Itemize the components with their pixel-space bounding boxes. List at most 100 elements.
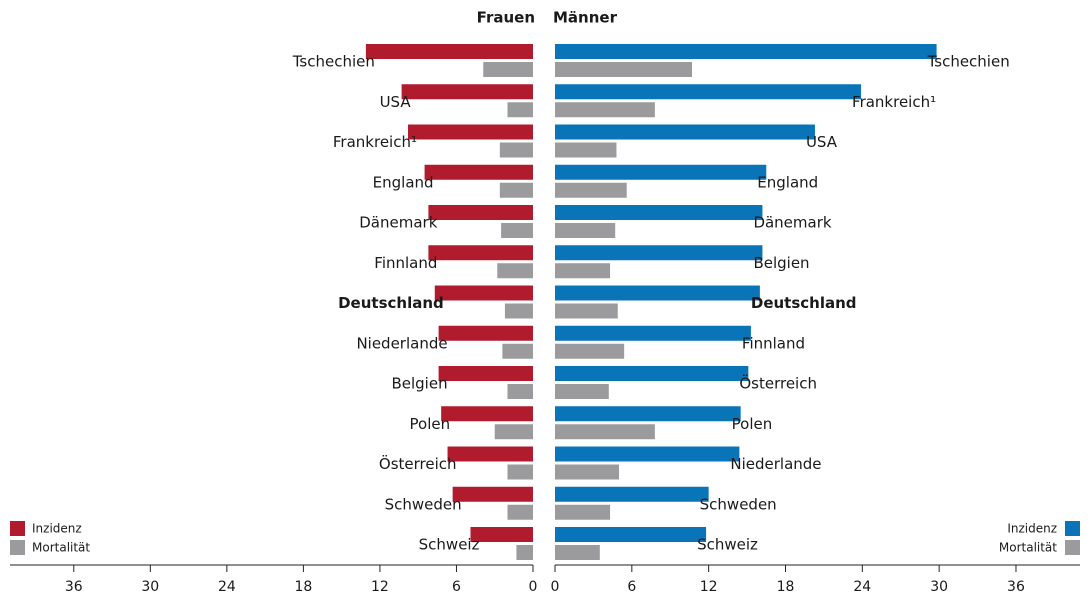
x-tick-label: 30 <box>141 579 159 595</box>
category-label: Frankreich¹ <box>333 133 417 151</box>
x-tick-label: 6 <box>452 579 461 595</box>
category-label: England <box>757 173 818 191</box>
bar <box>507 464 533 480</box>
bar <box>555 384 609 399</box>
x-tick-label: 12 <box>371 579 389 595</box>
bar <box>555 303 618 319</box>
legend-swatch <box>1065 540 1080 555</box>
bar <box>424 164 533 180</box>
bar <box>507 384 533 399</box>
category-label: Tschechien <box>927 53 1010 71</box>
category-label: Frankreich¹ <box>852 93 936 111</box>
bar <box>502 343 533 359</box>
x-tick-label: 36 <box>1007 579 1025 595</box>
bar <box>428 245 533 261</box>
bar <box>555 263 611 279</box>
x-tick-label: 0 <box>529 579 538 595</box>
x-tick-label: 24 <box>853 579 871 595</box>
bar <box>555 182 627 198</box>
bar <box>555 325 751 341</box>
x-tick-label: 0 <box>551 579 560 595</box>
bar <box>483 62 533 77</box>
category-label: Österreich <box>379 454 457 473</box>
x-tick-label: 36 <box>65 579 83 595</box>
bar <box>504 303 533 319</box>
bar <box>365 44 533 59</box>
x-tick-label: 30 <box>930 579 948 595</box>
bar <box>499 182 533 198</box>
bar <box>499 142 533 158</box>
bar <box>555 164 767 180</box>
category-label: Niederlande <box>356 334 447 352</box>
category-label: Tschechien <box>292 53 375 71</box>
category-label: Deutschland <box>751 294 857 312</box>
bar <box>447 446 533 462</box>
bar <box>555 486 709 502</box>
category-label: Österreich <box>739 374 817 393</box>
x-tick-label: 18 <box>777 579 795 595</box>
legend-swatch <box>10 521 25 536</box>
category-label: Schweiz <box>419 536 480 554</box>
category-label: Deutschland <box>338 294 444 312</box>
bar <box>452 486 533 502</box>
bar <box>555 124 815 140</box>
category-label: Finnland <box>742 334 805 352</box>
category-label: Schweden <box>385 495 462 513</box>
category-label: Polen <box>410 415 451 433</box>
category-label: Schweiz <box>697 536 758 554</box>
bar <box>555 205 763 220</box>
legend-label: Inzidenz <box>32 522 82 536</box>
category-label: Schweden <box>700 495 777 513</box>
bar <box>555 424 655 440</box>
bar <box>438 325 533 341</box>
bar <box>555 406 741 422</box>
bar <box>438 366 533 381</box>
category-label: Dänemark <box>359 214 437 232</box>
bar <box>555 84 862 100</box>
bar <box>501 223 533 238</box>
category-label: Belgien <box>753 254 809 272</box>
bar <box>555 343 625 359</box>
x-tick-label: 6 <box>627 579 636 595</box>
legend-label: Mortalität <box>999 541 1057 555</box>
category-label: Finnland <box>374 254 437 272</box>
category-label: Belgien <box>391 375 447 393</box>
bar <box>555 464 620 480</box>
legend-swatch <box>10 540 25 555</box>
bar <box>555 527 707 542</box>
bar <box>494 424 533 440</box>
bar <box>507 504 533 520</box>
bar <box>470 527 533 542</box>
x-tick-label: 18 <box>294 579 312 595</box>
bar <box>555 62 693 77</box>
x-tick-label: 12 <box>700 579 718 595</box>
category-label: England <box>373 173 434 191</box>
panel-title: Frauen <box>477 9 535 27</box>
bar <box>555 285 760 301</box>
category-label: Niederlande <box>730 455 821 473</box>
bar <box>516 545 533 560</box>
legend-label: Mortalität <box>32 541 90 555</box>
bar <box>555 223 616 238</box>
category-label: Dänemark <box>753 214 831 232</box>
bar <box>555 366 749 381</box>
bar <box>555 142 617 158</box>
category-label: Polen <box>732 415 773 433</box>
bar <box>407 124 533 140</box>
category-label: USA <box>806 133 838 151</box>
bar <box>434 285 533 301</box>
bar <box>555 446 740 462</box>
bar <box>441 406 533 422</box>
x-tick-label: 24 <box>218 579 236 595</box>
bar <box>555 44 937 59</box>
bar <box>497 263 533 279</box>
bar <box>555 102 655 118</box>
bar <box>428 205 533 220</box>
category-label: USA <box>380 93 412 111</box>
bar <box>555 545 600 560</box>
bar <box>555 504 611 520</box>
bar <box>507 102 533 118</box>
bar <box>401 84 533 100</box>
